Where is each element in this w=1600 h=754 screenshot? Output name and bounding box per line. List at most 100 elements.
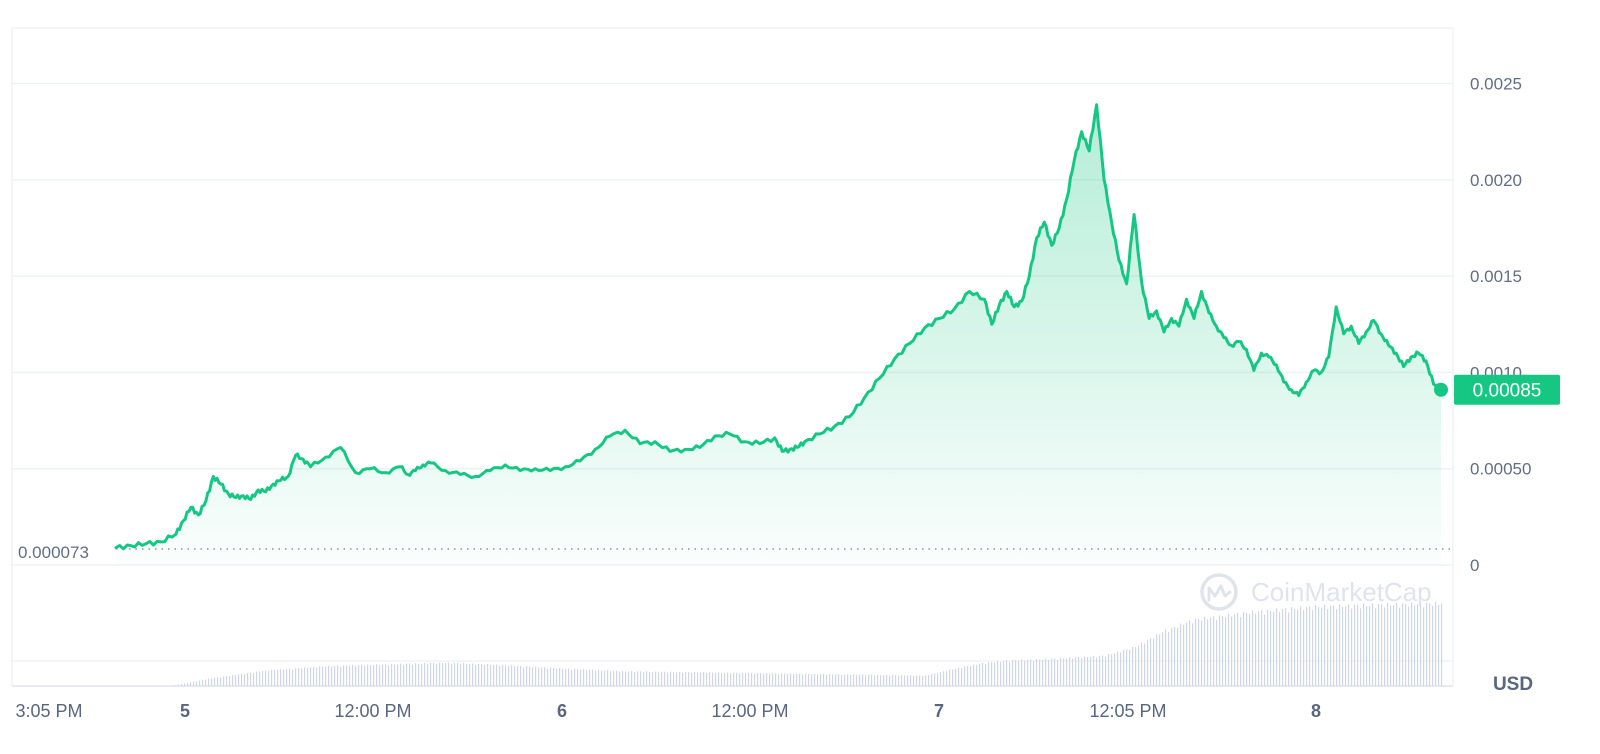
volume-bar [1321,607,1323,686]
volume-bar [1237,612,1239,686]
volume-bar [1159,634,1161,686]
volume-bar [1039,659,1041,686]
volume-bar [1366,606,1368,686]
volume-bar [1219,615,1221,686]
volume-bar [1324,604,1326,686]
volume-bar [1204,616,1206,686]
volume-bar [640,671,642,686]
volume-bar [814,673,816,686]
volume-bar [775,673,777,686]
volume-bar [1129,649,1131,686]
volume-bar [715,673,717,686]
volume-bar [805,673,807,686]
volume-bar [1228,613,1230,686]
volume-bar [256,671,258,686]
volume-bar [1171,627,1173,686]
volume-bar [451,663,453,686]
y-tick-label: 0.0015 [1470,267,1522,286]
volume-bar [487,664,489,686]
volume-bar [214,677,216,686]
volume-bar [208,678,210,686]
volume-bar [949,669,951,686]
y-tick-label: 0.00050 [1470,460,1531,479]
volume-bar [964,666,966,686]
volume-bar [1282,609,1284,686]
volume-bar [925,675,927,686]
volume-bar [709,672,711,686]
price-area-fill [116,104,1441,565]
volume-bar [1183,624,1185,686]
volume-bar [286,669,288,686]
volume-bar [394,664,396,686]
volume-bar [610,671,612,686]
volume-bar [586,670,588,686]
x-tick-label: 7 [934,701,944,721]
volume-bar [379,665,381,686]
volume-bar [298,668,300,686]
volume-bar [1018,660,1020,686]
volume-bar [367,664,369,686]
volume-bar [1165,629,1167,686]
price-line[interactable] [114,103,1443,551]
volume-bar [1318,607,1320,686]
volume-bar [592,669,594,686]
volume-bar [826,674,828,686]
volume-bar [1012,659,1014,686]
volume-bar [1438,604,1440,686]
volume-bar [961,668,963,686]
volume-bar [685,672,687,686]
volume-bar [1276,608,1278,686]
volume-bar [1264,614,1266,686]
volume-bar [790,673,792,686]
volume-bar [748,673,750,686]
volume-bar [301,668,303,686]
volume-bar [997,661,999,686]
volume-bar [460,664,462,686]
coinmarketcap-logo-icon [1200,573,1238,611]
volume-bar [277,670,279,686]
volume-bar [478,663,480,686]
volume-bar [229,676,231,686]
volume-bar [739,673,741,686]
volume-bar [316,667,318,686]
volume-bar [295,668,297,686]
volume-bar [787,673,789,686]
volume-bar [280,669,282,686]
volume-bar [1156,634,1158,686]
volume-bar [889,675,891,686]
volume-bar [1108,654,1110,686]
volume-bar [769,673,771,686]
volume-bar [1000,661,1002,686]
volume-bar [928,675,930,686]
x-tick-label: 12:00 PM [711,701,788,721]
volume-bar [1252,610,1254,686]
volume-bar [772,673,774,686]
volume-bar [232,675,234,686]
volume-bar [934,673,936,686]
volume-bar [1033,660,1035,686]
volume-bar [910,675,912,686]
volume-bar [1150,638,1152,686]
volume-bar [1345,606,1347,686]
volume-bar [409,663,411,686]
volume-bar [1168,631,1170,686]
volume-bar [820,674,822,686]
volume-bar [271,669,273,686]
volume-bar [1180,623,1182,686]
volume-bar [547,668,549,686]
volume-bar [517,666,519,686]
volume-bar [1231,616,1233,686]
volume-bar [1045,658,1047,686]
volume-bar [1312,610,1314,686]
volume-bar [736,672,738,686]
current-price-dot[interactable] [1434,382,1448,397]
volume-bar [1294,608,1296,686]
volume-bar [907,675,909,686]
volume-bar [1348,604,1350,686]
volume-bar [763,673,765,686]
volume-bar [1192,623,1194,686]
volume-bar [784,673,786,686]
volume-bar [625,671,627,686]
volume-bar [892,675,894,686]
